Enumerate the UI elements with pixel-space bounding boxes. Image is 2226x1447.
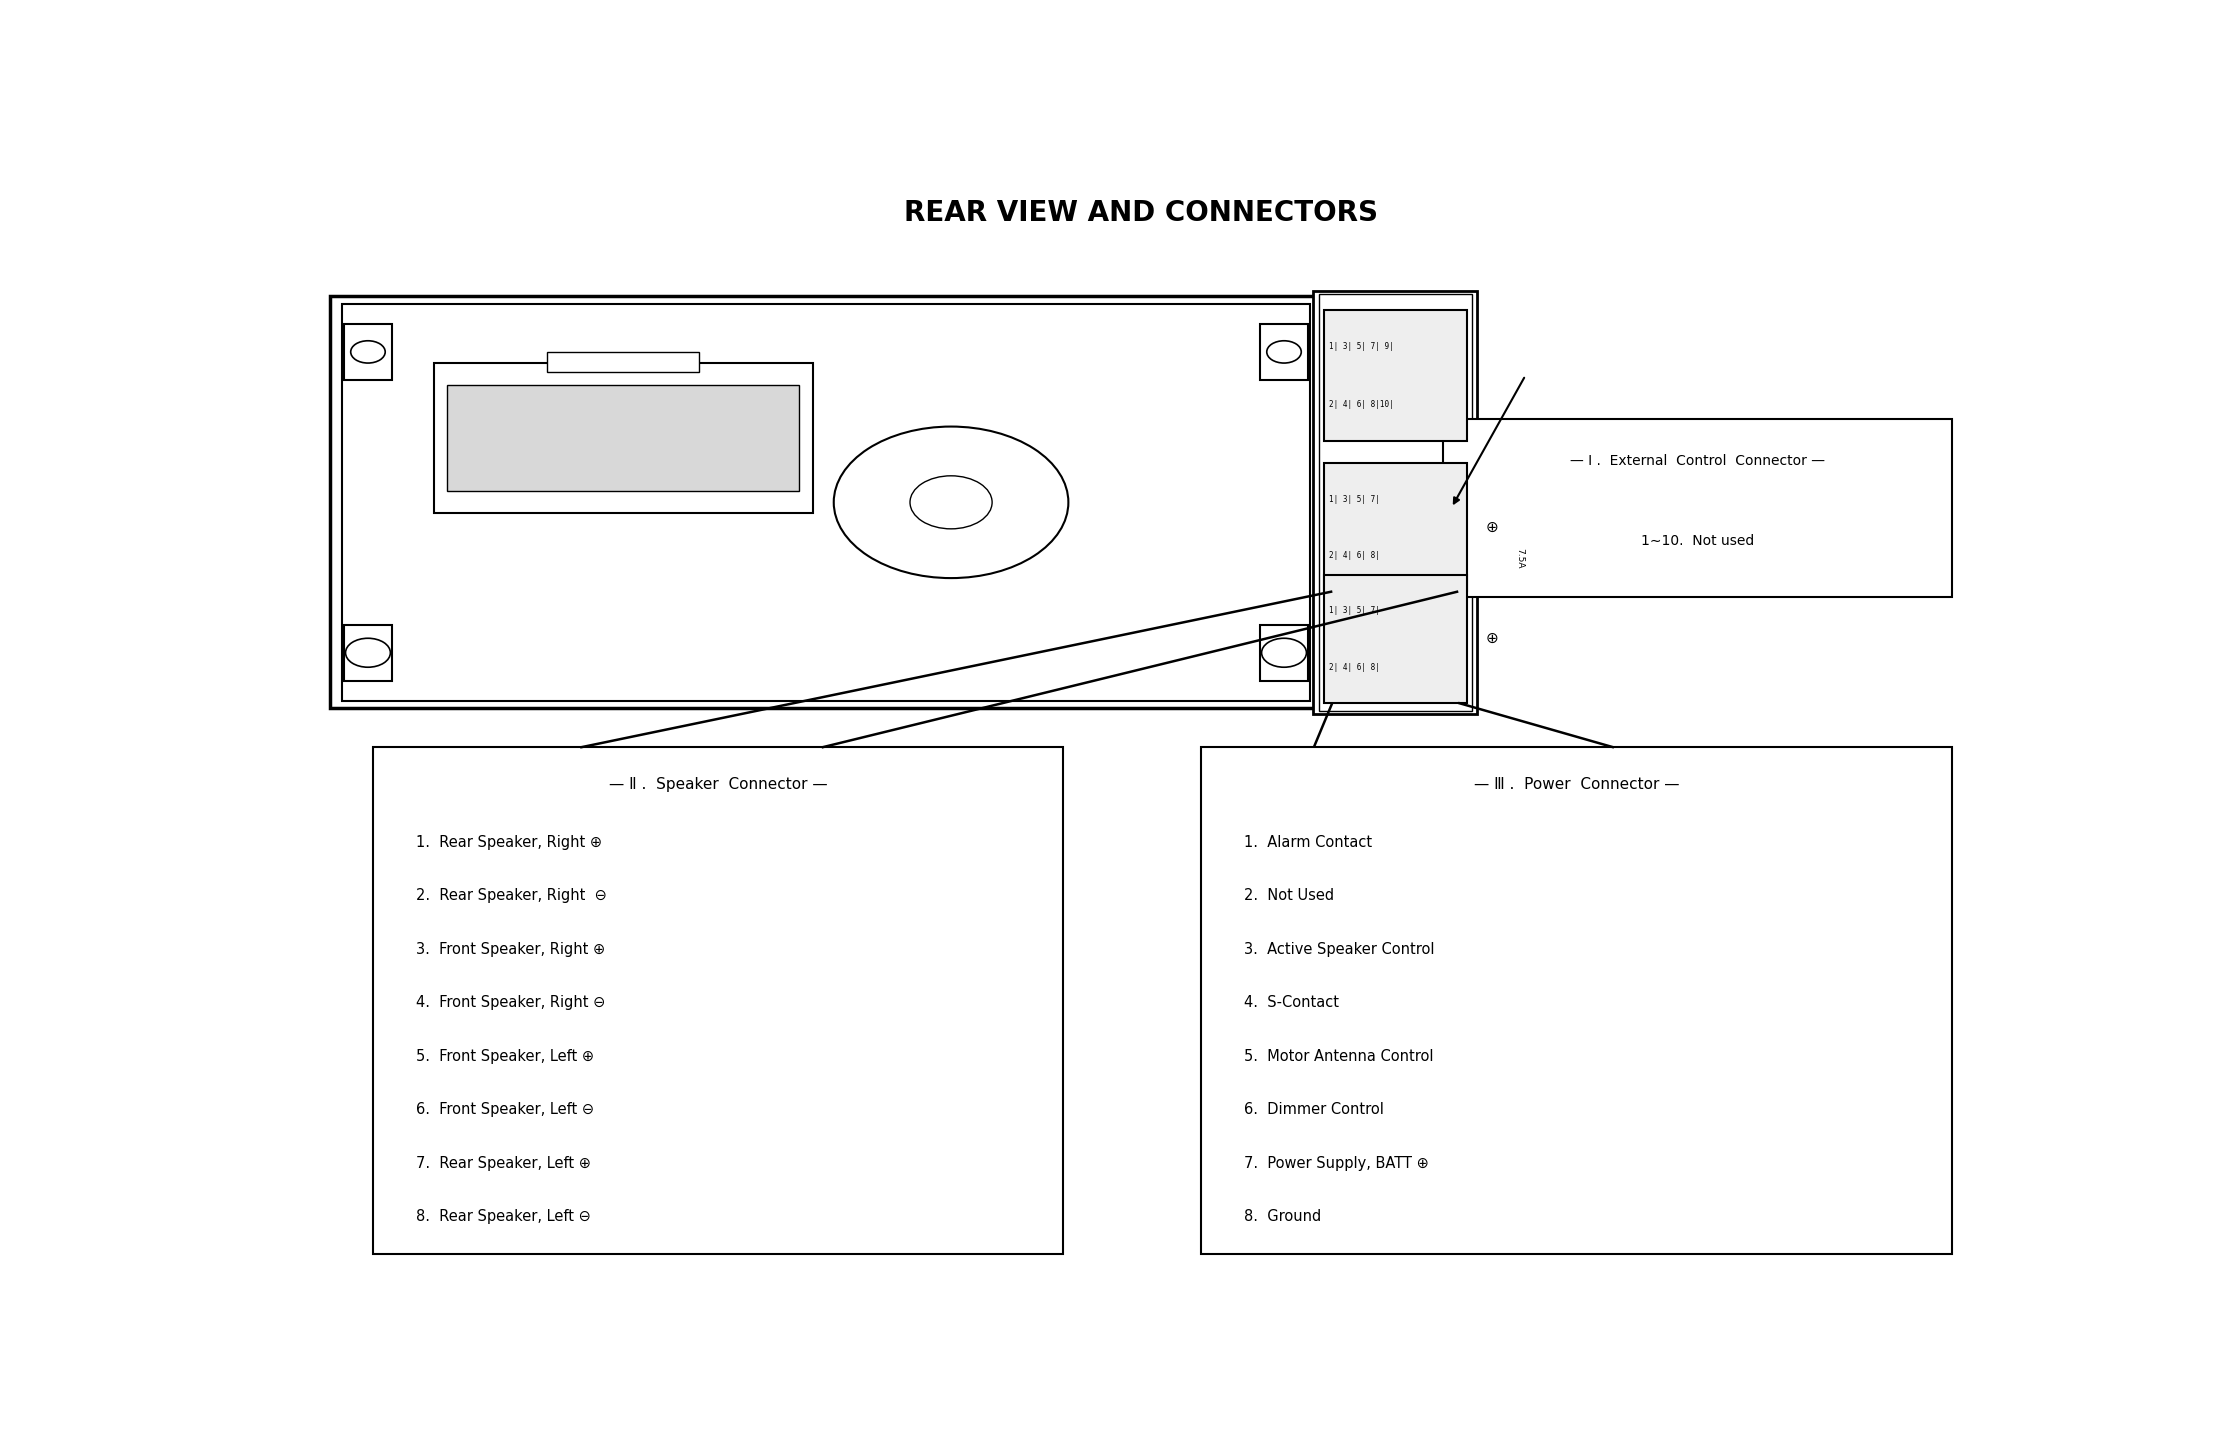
Text: 1| 3| 5| 7| 9|: 1| 3| 5| 7| 9| — [1329, 341, 1393, 350]
Bar — [1313, 291, 1478, 713]
Text: 6.  Front Speaker, Left ⊖: 6. Front Speaker, Left ⊖ — [416, 1103, 594, 1117]
Bar — [1324, 310, 1467, 441]
Bar — [329, 297, 1322, 709]
Text: 4.  S-Contact: 4. S-Contact — [1244, 996, 1340, 1010]
Circle shape — [345, 638, 390, 667]
Circle shape — [910, 476, 993, 528]
Text: — Ⅱ .  Speaker  Connector —: — Ⅱ . Speaker Connector — — [610, 777, 828, 792]
Bar — [343, 625, 392, 680]
Text: 1.  Alarm Contact: 1. Alarm Contact — [1244, 835, 1373, 849]
Circle shape — [1262, 638, 1307, 667]
Text: 5.  Front Speaker, Left ⊕: 5. Front Speaker, Left ⊕ — [416, 1049, 594, 1064]
Circle shape — [352, 340, 385, 363]
Bar — [1202, 748, 1952, 1255]
Text: 7.5A: 7.5A — [1516, 548, 1525, 569]
Text: ⊕: ⊕ — [1487, 519, 1498, 535]
Text: ⊕: ⊕ — [1487, 631, 1498, 647]
Text: 2| 4| 6| 8|10|: 2| 4| 6| 8|10| — [1329, 399, 1393, 408]
Text: 4.  Front Speaker, Right ⊖: 4. Front Speaker, Right ⊖ — [416, 996, 605, 1010]
Text: 7.  Rear Speaker, Left ⊕: 7. Rear Speaker, Left ⊕ — [416, 1156, 592, 1171]
Text: 1∼10.  Not used: 1∼10. Not used — [1641, 534, 1754, 548]
Text: — I .  External  Control  Connector —: — I . External Control Connector — — [1569, 454, 1825, 467]
Bar — [1324, 574, 1467, 703]
Text: 3.  Active Speaker Control: 3. Active Speaker Control — [1244, 942, 1436, 956]
Bar — [1260, 625, 1309, 680]
Text: REAR VIEW AND CONNECTORS: REAR VIEW AND CONNECTORS — [904, 198, 1378, 227]
Text: 1.  Rear Speaker, Right ⊕: 1. Rear Speaker, Right ⊕ — [416, 835, 603, 849]
Bar — [1260, 324, 1309, 379]
Text: 8.  Rear Speaker, Left ⊖: 8. Rear Speaker, Left ⊖ — [416, 1210, 592, 1224]
Text: 3.  Front Speaker, Right ⊕: 3. Front Speaker, Right ⊕ — [416, 942, 605, 956]
Bar — [343, 304, 1309, 700]
Text: 2.  Rear Speaker, Right  ⊖: 2. Rear Speaker, Right ⊖ — [416, 888, 608, 903]
Text: 8.  Ground: 8. Ground — [1244, 1210, 1322, 1224]
Bar — [434, 363, 812, 514]
Text: 7.  Power Supply, BATT ⊕: 7. Power Supply, BATT ⊕ — [1244, 1156, 1429, 1171]
Text: 6.  Dimmer Control: 6. Dimmer Control — [1244, 1103, 1385, 1117]
Bar — [343, 324, 392, 379]
Text: 2.  Not Used: 2. Not Used — [1244, 888, 1333, 903]
Bar — [1324, 463, 1467, 592]
Bar — [374, 748, 1064, 1255]
Text: 2| 4| 6| 8|: 2| 4| 6| 8| — [1329, 663, 1380, 671]
Text: 1| 3| 5| 7|: 1| 3| 5| 7| — [1329, 606, 1380, 615]
Bar — [1318, 294, 1471, 710]
Circle shape — [1267, 340, 1302, 363]
Text: 5.  Motor Antenna Control: 5. Motor Antenna Control — [1244, 1049, 1434, 1064]
Circle shape — [835, 427, 1068, 579]
Text: — Ⅲ .  Power  Connector —: — Ⅲ . Power Connector — — [1474, 777, 1678, 792]
Bar — [1442, 418, 1952, 598]
Text: 1| 3| 5| 7|: 1| 3| 5| 7| — [1329, 495, 1380, 504]
Bar — [447, 385, 799, 491]
Bar — [548, 352, 699, 372]
Text: 2| 4| 6| 8|: 2| 4| 6| 8| — [1329, 551, 1380, 560]
